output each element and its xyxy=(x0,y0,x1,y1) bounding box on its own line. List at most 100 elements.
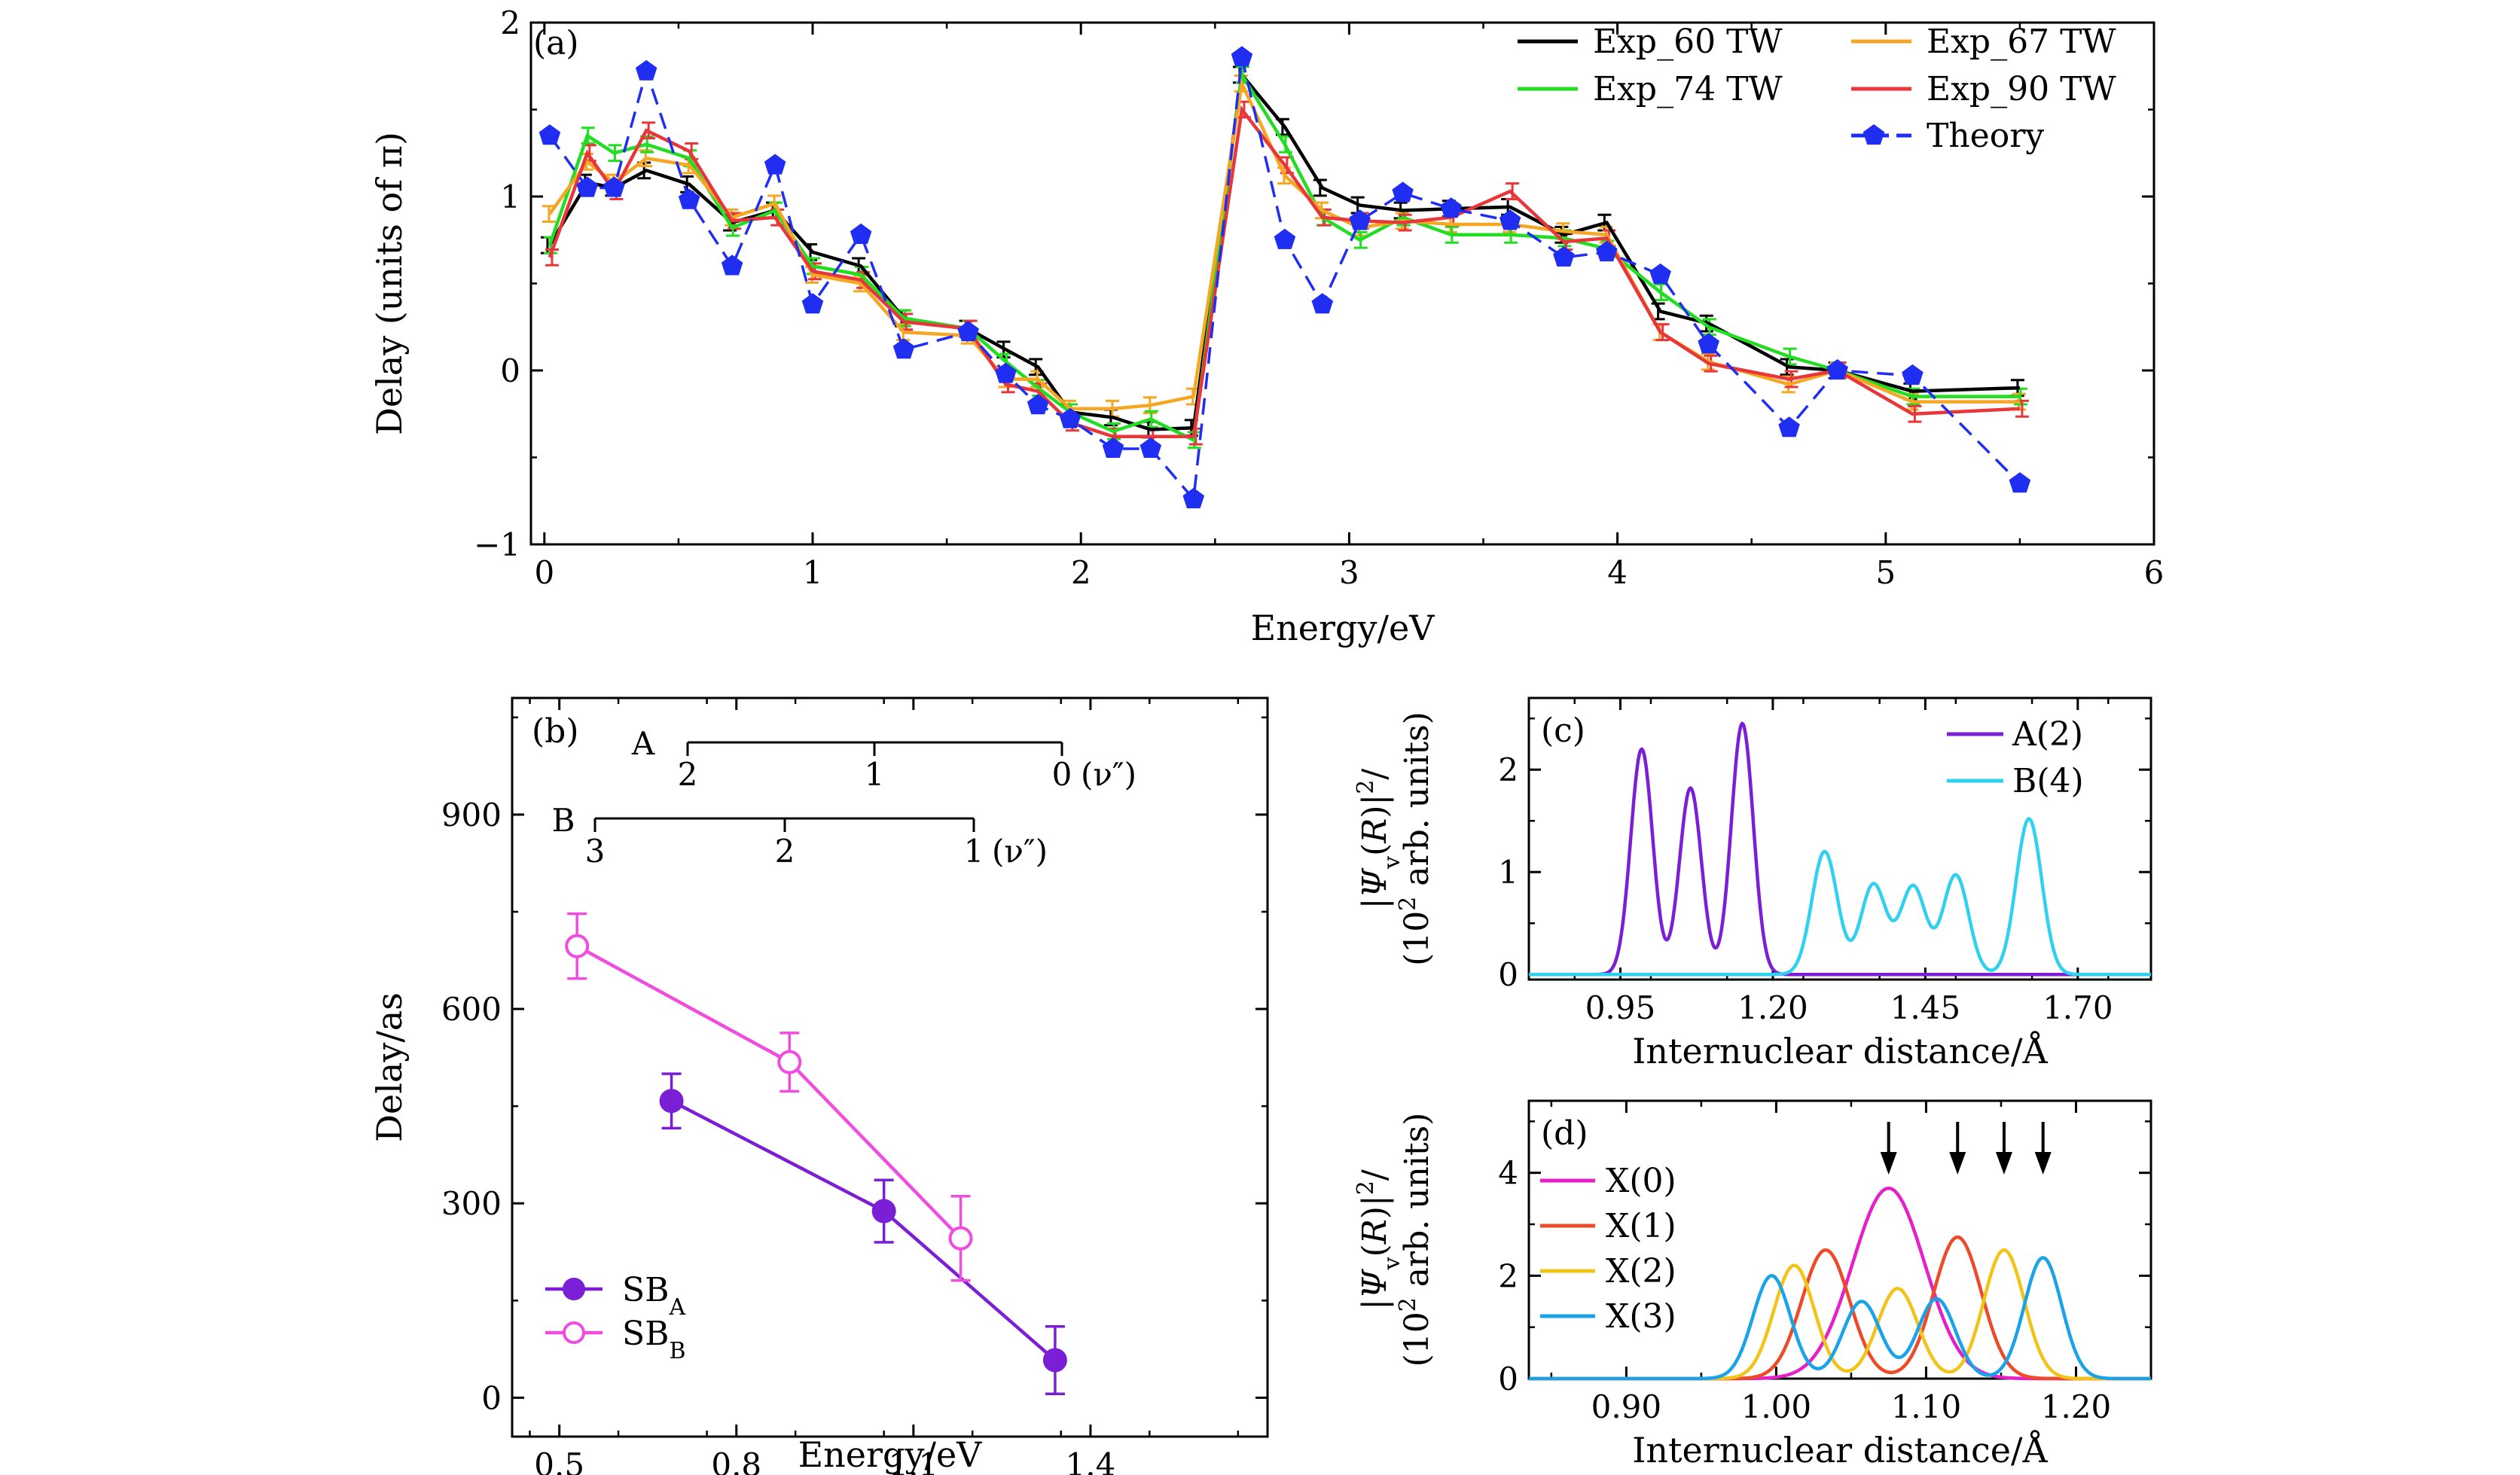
curve-a2 xyxy=(1529,721,2151,977)
panel-c-frame xyxy=(1527,696,2152,981)
theory-point xyxy=(1349,209,1371,230)
peak-arrow-head xyxy=(1880,1152,1897,1175)
theory-point xyxy=(1596,240,1618,262)
x-tick-label: 0.95 xyxy=(1585,989,1656,1026)
x-tick-label: 1.20 xyxy=(2041,1388,2112,1425)
theory-point xyxy=(1139,437,1162,459)
y-tick-label: 1 xyxy=(1498,854,1518,891)
y-tick-label: −1 xyxy=(474,526,520,563)
x-tick-label: 1.70 xyxy=(2043,989,2113,1026)
legend-label: Theory xyxy=(1927,117,2044,155)
y-tick-label: 2 xyxy=(1498,1257,1518,1294)
scale-b-unit: (ν″) xyxy=(992,833,1048,870)
data-point xyxy=(777,1050,802,1074)
panel-a-ylabel: Delay (units of π) xyxy=(369,132,410,435)
theory-point xyxy=(892,338,915,359)
panel-a-xlabel: Energy/eV xyxy=(1251,608,1435,648)
theory-point xyxy=(1102,437,1124,459)
ylabel-line2: (102 arb. units) xyxy=(1395,1113,1437,1367)
scale-b-mark: 2 xyxy=(775,833,795,870)
series-line-exp-74-tw xyxy=(548,69,2020,443)
ylabel-line2: (102 arb. units) xyxy=(1395,712,1437,966)
peak-arrow-head xyxy=(1995,1152,2012,1175)
theory-point xyxy=(721,254,743,276)
theory-point xyxy=(957,321,979,342)
theory-point xyxy=(603,176,625,197)
theory-point xyxy=(850,223,872,244)
x-tick-label: 6 xyxy=(2144,554,2165,591)
y-tick-label: 1 xyxy=(500,178,520,215)
series-line-sb-b xyxy=(576,944,963,1240)
x-tick-label: 0.8 xyxy=(711,1446,761,1475)
legend-marker xyxy=(563,1321,585,1344)
legend-label: SBB xyxy=(622,1315,685,1364)
y-tick-label: 600 xyxy=(441,991,502,1028)
theory-point xyxy=(1231,46,1253,67)
x-tick-label: 0.90 xyxy=(1591,1388,1662,1425)
theory-point xyxy=(1826,359,1848,380)
x-tick-label: 1 xyxy=(803,554,823,591)
theory-point xyxy=(1182,487,1205,509)
y-tick-label: 300 xyxy=(441,1185,502,1222)
panel-d-frame xyxy=(1527,1099,2152,1380)
x-tick-label: 1.1 xyxy=(888,1446,938,1475)
panel-d-xlabel: Internuclear distance/Å xyxy=(1632,1429,2048,1470)
x-tick-label: 1.00 xyxy=(1741,1388,1812,1425)
x-tick-label: 2 xyxy=(1071,554,1091,591)
x-tick-label: 1.45 xyxy=(1890,989,1961,1026)
data-point xyxy=(565,934,590,958)
x-tick-label: 4 xyxy=(1607,554,1628,591)
curve-b4 xyxy=(1529,817,2151,977)
y-tick-label: 0 xyxy=(1498,956,1518,993)
theory-point xyxy=(1778,416,1800,437)
legend-label: SBA xyxy=(622,1271,685,1321)
legend-label: B(4) xyxy=(2012,762,2084,800)
x-tick-label: 1.10 xyxy=(1891,1388,1962,1425)
legend-label: Exp_74 TW xyxy=(1593,70,1783,108)
panel-b-frame xyxy=(511,696,1269,1438)
y-tick-label: 0 xyxy=(1498,1361,1518,1397)
theory-point xyxy=(1440,197,1462,218)
x-tick-label: 1.4 xyxy=(1066,1446,1116,1475)
x-tick-label: 0.5 xyxy=(534,1446,584,1475)
scale-a-label: A xyxy=(631,725,655,762)
theory-point xyxy=(764,154,786,175)
legend-label: Exp_60 TW xyxy=(1593,23,1783,61)
theory-point xyxy=(1649,263,1671,285)
panel-c-xlabel: Internuclear distance/Å xyxy=(1632,1030,2048,1071)
data-point xyxy=(1042,1348,1067,1373)
y-tick-label: 2 xyxy=(500,5,520,41)
y-tick-label: 2 xyxy=(1498,751,1518,788)
scale-a-mark: 1 xyxy=(865,756,885,793)
theory-point xyxy=(801,293,824,314)
scale-a-mark: 2 xyxy=(678,756,698,793)
theory-point xyxy=(1698,333,1719,354)
theory-point xyxy=(1311,293,1334,314)
theory-point xyxy=(1027,394,1049,415)
y-tick-label: 0 xyxy=(481,1379,502,1416)
ylabel-line1: |Ψv(R)|2/ xyxy=(1353,769,1405,910)
data-point xyxy=(871,1199,896,1224)
scale-a-unit: (ν″) xyxy=(1081,756,1136,793)
theory-point xyxy=(1392,181,1414,203)
series-line-exp-90-tw xyxy=(548,105,2021,439)
theory-point xyxy=(1553,245,1575,267)
panel-c-tag: (c) xyxy=(1541,712,1585,750)
theory-point xyxy=(538,124,561,145)
x-tick-label: 0 xyxy=(534,554,554,591)
panel-d-tag: (d) xyxy=(1541,1114,1588,1153)
panel-a-frame xyxy=(529,21,2155,546)
scale-a-mark: 0 xyxy=(1052,756,1072,793)
y-tick-label: 4 xyxy=(1498,1155,1518,1192)
panel-a-tag: (a) xyxy=(533,24,579,62)
y-tick-label: 900 xyxy=(441,797,502,833)
scale-b-mark: 1 xyxy=(964,833,984,870)
legend-marker xyxy=(1863,124,1885,145)
legend-marker xyxy=(563,1278,585,1300)
ylabel-group-c: |Ψv(R)|2/(102 arb. units) xyxy=(1353,712,1437,966)
ylabel-line1: |Ψv(R)|2/ xyxy=(1353,1169,1405,1310)
legend-label: A(2) xyxy=(2012,715,2083,754)
y-tick-label: 0 xyxy=(500,352,520,389)
theory-point xyxy=(1059,407,1082,428)
